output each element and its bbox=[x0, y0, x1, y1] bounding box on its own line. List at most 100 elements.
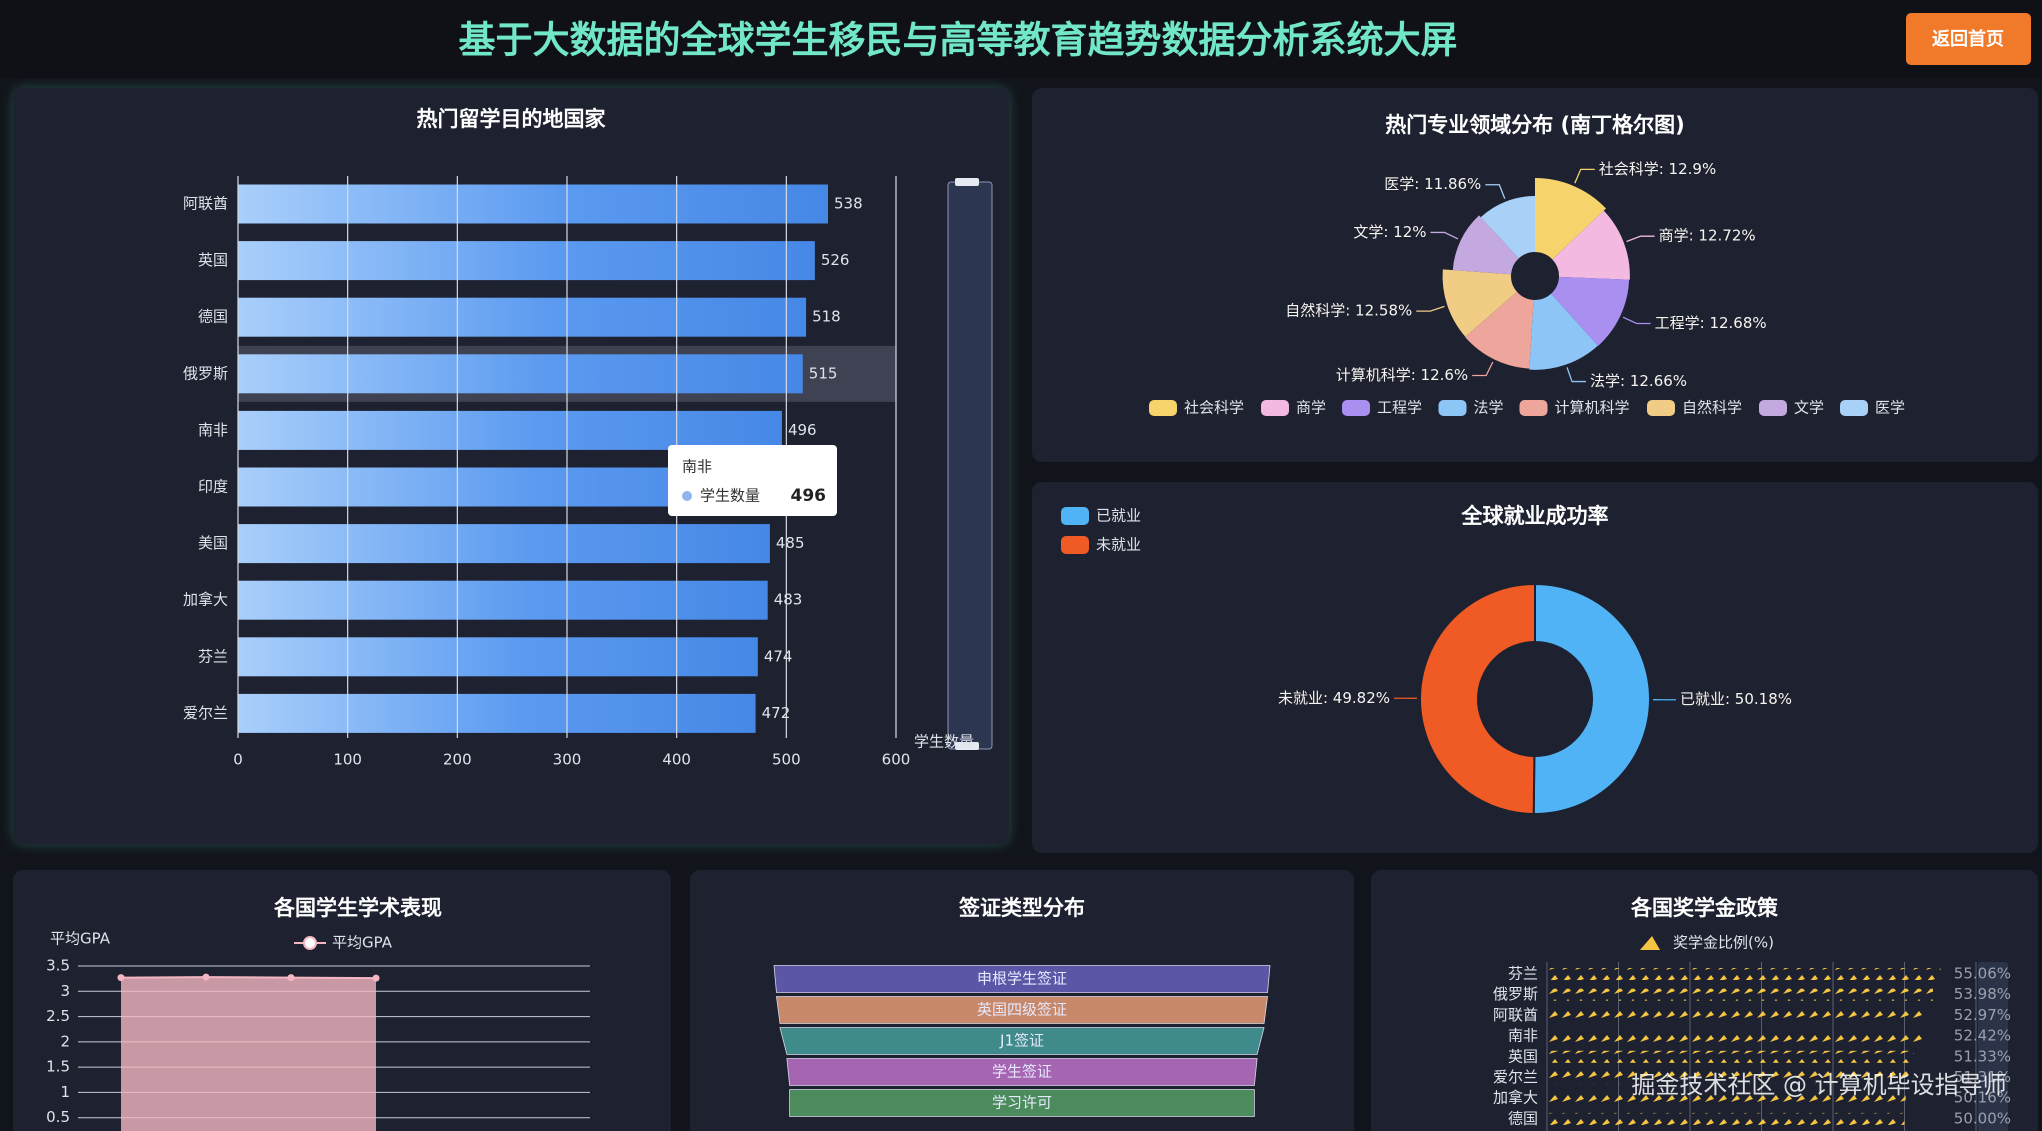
funnel-label: J1签证 bbox=[999, 1032, 1044, 1050]
y-tick-label: 1 bbox=[60, 1083, 70, 1101]
legend-label: 法学 bbox=[1474, 399, 1504, 417]
data-label: 52.42% bbox=[1954, 1027, 2011, 1045]
data-label: 52.97% bbox=[1954, 1006, 2011, 1024]
y-tick-label: 阿联酋 bbox=[183, 195, 228, 213]
panel-title: 各国学生学术表现 bbox=[273, 896, 442, 920]
legend-label: 自然科学 bbox=[1682, 399, 1742, 417]
data-label: 515 bbox=[809, 364, 838, 382]
slider-handle[interactable] bbox=[955, 742, 979, 750]
data-label: 计算机科学: 12.6% bbox=[1336, 366, 1468, 384]
bar bbox=[238, 241, 815, 281]
tooltip-series: 学生数量 bbox=[700, 487, 760, 505]
panel-title: 全球就业成功率 bbox=[1461, 504, 1609, 528]
legend-label: 商学 bbox=[1296, 399, 1326, 417]
legend-label: 奖学金比例(%) bbox=[1673, 934, 1774, 952]
data-label: 518 bbox=[812, 308, 841, 326]
pie-slice bbox=[1465, 291, 1534, 369]
bar bbox=[238, 637, 758, 677]
y-tick-label: 2 bbox=[60, 1032, 70, 1050]
data-zoom-slider[interactable] bbox=[1978, 962, 2008, 1131]
legend-label: 医学 bbox=[1875, 399, 1905, 417]
y-tick-label: 英国 bbox=[198, 251, 228, 269]
data-label: 55.06% bbox=[1954, 965, 2011, 983]
funnel-segment bbox=[773, 965, 1271, 993]
panel-title: 签证类型分布 bbox=[958, 896, 1085, 920]
x-tick-label: 100 bbox=[333, 751, 362, 769]
pie-slice bbox=[1529, 293, 1598, 370]
legend-label: 工程学 bbox=[1377, 399, 1422, 417]
home-button-label[interactable]: 返回首页 bbox=[1932, 28, 2004, 50]
bar bbox=[238, 410, 782, 450]
label-line bbox=[1626, 235, 1655, 243]
watermark: 掘金技术社区 @ 计算机毕设指导师 bbox=[1631, 1071, 2006, 1099]
data-label: 工程学: 12.68% bbox=[1655, 314, 1767, 332]
slider-handle[interactable] bbox=[955, 178, 979, 186]
data-label: 自然科学: 12.58% bbox=[1285, 302, 1412, 320]
legend-swatch bbox=[1261, 400, 1289, 416]
pictorial-bar bbox=[1547, 1050, 1915, 1063]
funnel-segment bbox=[776, 996, 1268, 1024]
bar bbox=[238, 693, 756, 733]
label-line bbox=[1566, 367, 1587, 383]
x-tick-label: 0 bbox=[233, 751, 243, 769]
y-tick-label: 爱尔兰 bbox=[183, 704, 228, 722]
bar bbox=[238, 184, 829, 224]
pictorial-bar bbox=[1547, 1030, 1922, 1043]
legend-swatch bbox=[1061, 507, 1089, 525]
funnel-label: 申根学生签证 bbox=[977, 970, 1067, 988]
data-label: 文学: 12% bbox=[1353, 223, 1426, 241]
label-line bbox=[1472, 361, 1494, 377]
y-tick-label: 美国 bbox=[198, 534, 228, 552]
point bbox=[287, 974, 295, 982]
data-label: 526 bbox=[821, 251, 850, 269]
legend-swatch bbox=[1438, 400, 1467, 416]
pie-slice bbox=[1452, 215, 1519, 275]
pie-slice bbox=[1442, 269, 1517, 337]
funnel-segment bbox=[779, 1027, 1265, 1055]
legend-label: 社会科学 bbox=[1184, 399, 1244, 417]
home-button[interactable] bbox=[1906, 13, 2031, 65]
pie-slice bbox=[1532, 582, 1651, 815]
y-tick-label: 阿联酋 bbox=[1493, 1006, 1538, 1024]
pictorial-bar bbox=[1547, 1092, 1906, 1105]
y-tick-label: 德国 bbox=[198, 308, 228, 326]
pictorial-bar bbox=[1547, 988, 1933, 1001]
data-label: 50.00% bbox=[1954, 1109, 2011, 1127]
legend-label: 计算机科学 bbox=[1555, 399, 1630, 417]
line bbox=[120, 976, 377, 980]
y-tick-label: 3.5 bbox=[46, 957, 70, 975]
pie-slice bbox=[1551, 276, 1630, 346]
funnel-segment bbox=[789, 1089, 1255, 1117]
data-label: 485 bbox=[776, 534, 805, 552]
legend-swatch bbox=[1149, 400, 1177, 416]
tooltip-marker bbox=[682, 491, 692, 501]
data-label: 483 bbox=[774, 591, 803, 609]
axis-title: 平均GPA bbox=[50, 930, 111, 948]
y-tick-label: 0.5 bbox=[46, 1108, 70, 1126]
y-tick-label: 芬兰 bbox=[198, 647, 228, 665]
data-zoom-slider[interactable] bbox=[947, 181, 993, 750]
data-label: 医学: 11.86% bbox=[1384, 175, 1481, 193]
label-line bbox=[1485, 184, 1506, 199]
data-label: 50.16% bbox=[1954, 1089, 2011, 1107]
bar bbox=[238, 580, 768, 620]
data-label: 51.31% bbox=[1954, 1068, 2011, 1086]
funnel-label: 学习许可 bbox=[992, 1094, 1052, 1112]
area bbox=[121, 977, 376, 1131]
pie-slice bbox=[1419, 582, 1536, 816]
legend-label: 已就业 bbox=[1096, 507, 1141, 525]
legend-swatch bbox=[1840, 400, 1868, 416]
tooltip-title: 南非 bbox=[682, 458, 712, 476]
page-title: 基于大数据的全球学生移民与高等教育趋势数据分析系统大屏 bbox=[459, 19, 1458, 62]
data-label: 474 bbox=[764, 647, 793, 665]
pictorial-bar bbox=[1547, 1009, 1926, 1022]
axis-title: 学生数量 bbox=[914, 733, 974, 751]
y-tick-label: 德国 bbox=[1508, 1109, 1538, 1127]
data-label: 已就业: 50.18% bbox=[1680, 690, 1792, 708]
legend-swatch bbox=[1759, 400, 1787, 416]
y-tick-label: 印度 bbox=[198, 478, 228, 496]
x-tick-label: 200 bbox=[443, 751, 472, 769]
